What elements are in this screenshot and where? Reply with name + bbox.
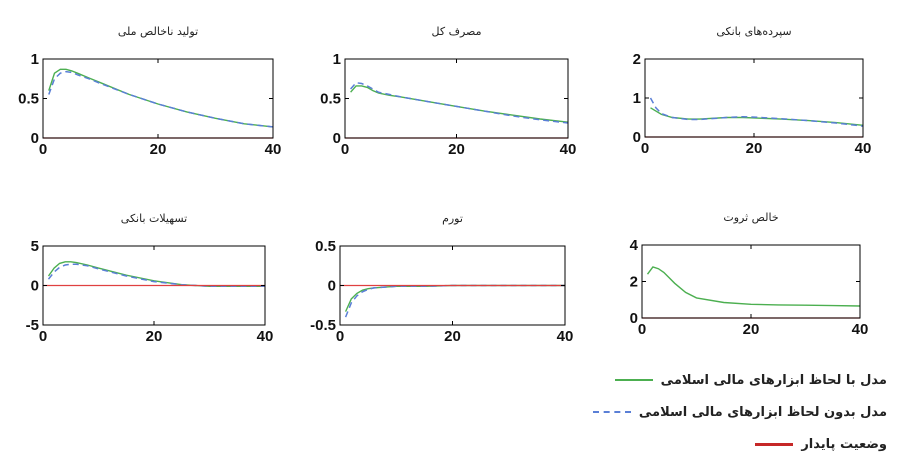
series-line-2	[350, 81, 569, 124]
legend-item-with-islamic: مدل با لحاظ ابزارهای مالی اسلامی	[593, 364, 887, 396]
chart-title: تورم	[442, 212, 463, 225]
series-line-2	[649, 97, 864, 127]
x-tick-label: 20	[448, 141, 465, 158]
legend-swatch-solid-green	[614, 379, 653, 381]
x-tick-label: 20	[150, 141, 167, 158]
series-line-2	[47, 263, 265, 288]
y-tick-label: 0	[328, 278, 336, 295]
x-tick-label: 0	[341, 141, 349, 158]
series-line-1	[47, 261, 265, 287]
x-tick-label: 0	[641, 140, 649, 157]
x-tick-label: 0	[336, 328, 344, 345]
x-tick-label: 40	[257, 328, 274, 345]
y-tick-label: -5	[26, 317, 39, 334]
y-tick-label: -0.5	[310, 317, 336, 334]
y-tick-label: 0	[31, 278, 39, 295]
plot-frame	[641, 244, 861, 319]
x-tick-label: 40	[855, 140, 872, 157]
series-line-2	[48, 70, 274, 128]
series-line-1	[350, 85, 569, 123]
y-tick-label: 0	[333, 130, 341, 147]
x-tick-label: 20	[746, 140, 763, 157]
legend-swatch-dashed-blue	[592, 411, 631, 413]
x-tick-label: 0	[39, 141, 47, 158]
legend-item-steady-state: وضعیت پایدار	[593, 428, 887, 460]
chart-title: سپرده‌های بانکی	[716, 25, 791, 38]
x-tick-label: 0	[638, 321, 646, 338]
chart-title: خالص ثروت	[723, 211, 778, 224]
x-tick-label: 40	[560, 141, 577, 158]
y-tick-label: 0.5	[315, 238, 336, 255]
y-tick-label: 5	[31, 238, 39, 255]
x-tick-label: 0	[39, 328, 47, 345]
y-tick-label: 1	[31, 51, 39, 68]
chart-title: تولید ناخالص ملی	[118, 25, 198, 38]
y-tick-label: 0.5	[18, 91, 39, 108]
y-tick-label: 0	[633, 129, 641, 146]
legend-label: مدل با لحاظ ابزارهای مالی اسلامی	[660, 372, 887, 388]
x-tick-label: 40	[852, 321, 869, 338]
plot-frame	[644, 58, 864, 138]
x-tick-label: 20	[743, 321, 760, 338]
chart-title: تسهیلات بانکی	[121, 212, 187, 225]
series-line-1	[344, 284, 565, 312]
plot-frame	[42, 58, 274, 139]
series-line-1	[646, 266, 861, 307]
y-tick-label: 2	[633, 51, 641, 68]
legend-label: مدل بدون لحاظ ابزارهای مالی اسلامی	[638, 404, 887, 420]
legend-item-without-islamic: مدل بدون لحاظ ابزارهای مالی اسلامی	[592, 396, 887, 428]
y-tick-label: 0	[630, 310, 638, 327]
legend-swatch-solid-red	[755, 442, 794, 446]
y-tick-label: 2	[630, 274, 638, 291]
chart-panel-1: تولید ناخالص ملی 0 20 40 0 0.5 1	[18, 25, 281, 158]
legend-label: وضعیت پایدار	[801, 436, 887, 452]
y-tick-label: 0	[31, 130, 39, 147]
y-tick-label: 1	[633, 90, 641, 107]
x-tick-label: 20	[146, 328, 163, 345]
chart-panel-2: مصرف کل 0 20 40 0 0.5 1	[320, 25, 576, 158]
plot-frame	[344, 58, 569, 139]
chart-panel-3: سپرده‌های بانکی 0 20 40 0 1 2	[633, 25, 872, 157]
legend: مدل با لحاظ ابزارهای مالی اسلامی مدل بدو…	[592, 364, 887, 460]
x-tick-label: 40	[557, 328, 574, 345]
y-tick-label: 4	[630, 237, 639, 254]
y-tick-label: 0.5	[320, 91, 341, 108]
series-line-2	[344, 284, 565, 318]
series-line-1	[48, 68, 274, 128]
chart-title: مصرف کل	[432, 25, 482, 38]
x-tick-label: 20	[444, 328, 461, 345]
x-tick-label: 40	[265, 141, 282, 158]
y-tick-label: 1	[333, 51, 341, 68]
chart-panel-6: خالص ثروت 0 20 40 0 2 4	[630, 211, 869, 338]
